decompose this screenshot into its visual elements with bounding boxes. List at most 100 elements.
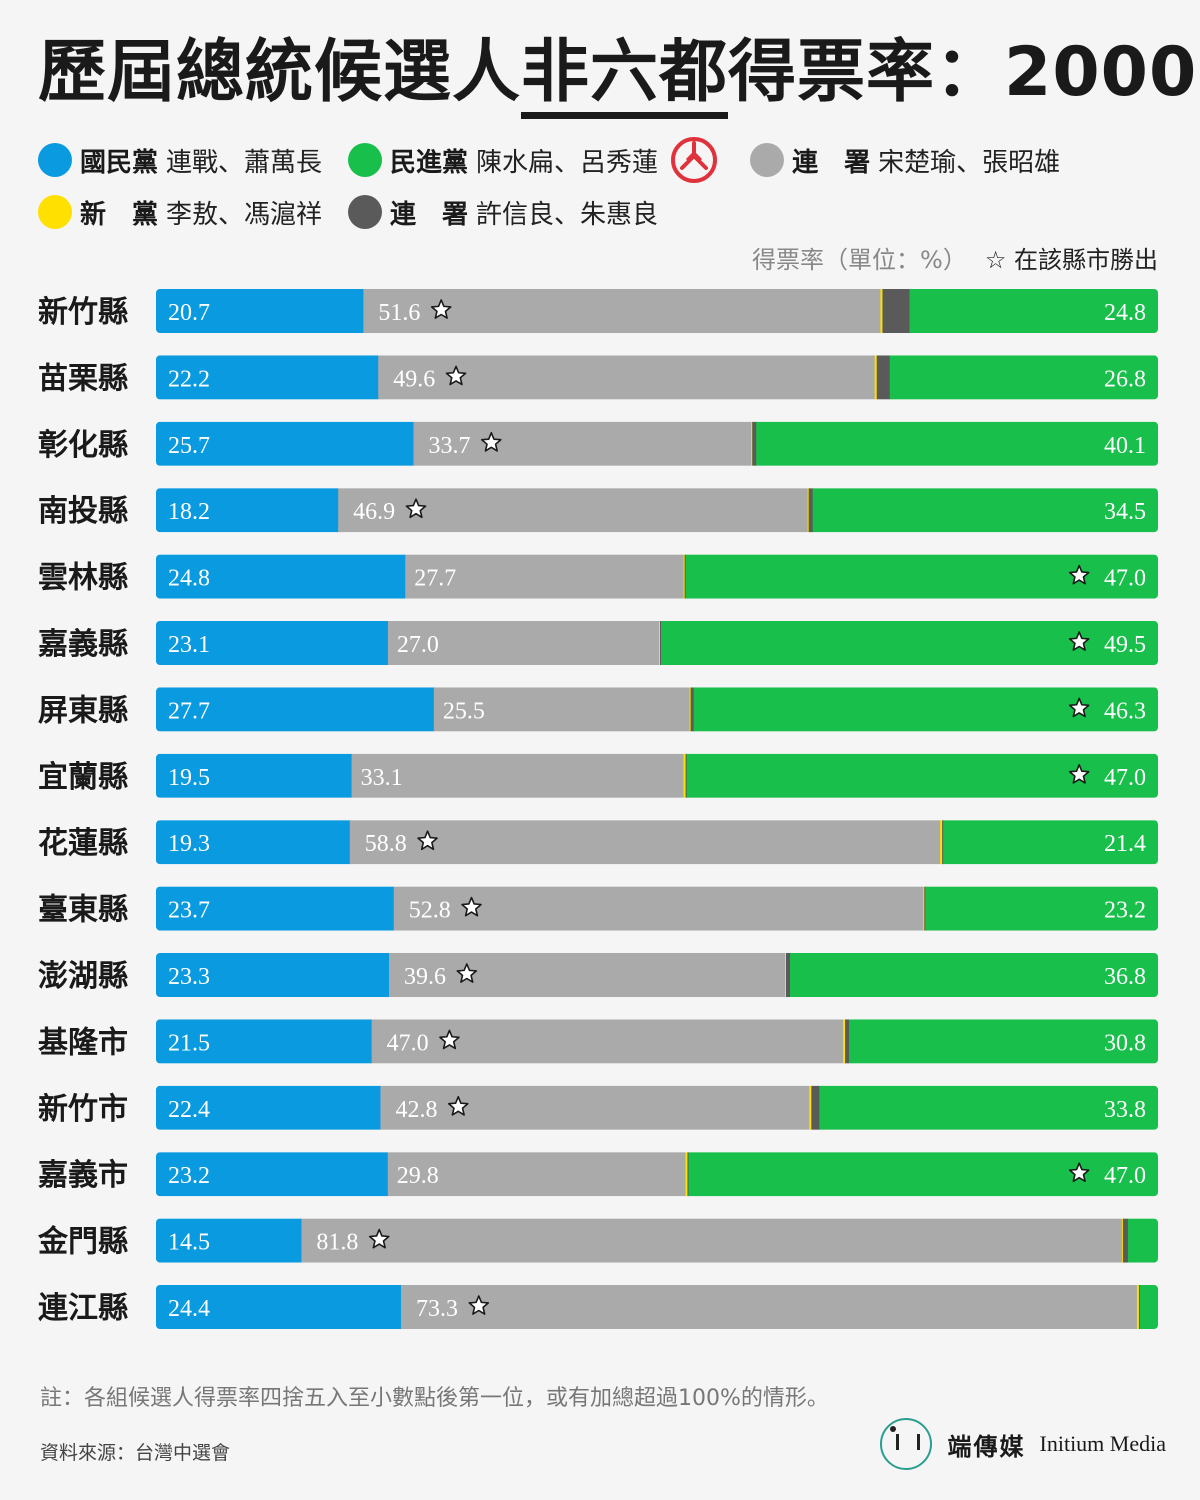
category-label: 新竹縣 <box>38 295 128 330</box>
bar-segment-np <box>751 421 753 466</box>
bar-segment-kmt <box>156 886 395 931</box>
category-label: 金門縣 <box>37 1225 128 1260</box>
legend-dot-kmt <box>38 143 72 177</box>
data-label-soong: 42.8 <box>395 1097 437 1123</box>
bar-segment-hsu <box>690 687 695 732</box>
brand-name-cn: 端傳媒 <box>947 1431 1026 1461</box>
data-label-kmt: 23.3 <box>168 964 210 990</box>
bar-segment-np <box>659 621 661 665</box>
star-icon <box>1068 1162 1090 1183</box>
data-label-kmt: 19.5 <box>168 765 210 791</box>
bar-segment-dpp <box>688 1152 1158 1197</box>
bar-row-5: 雲林縣 24.8 27.7 47.0 <box>38 554 1158 599</box>
star-icon <box>430 299 452 319</box>
bar-segment-soong <box>400 1285 1138 1329</box>
legend-candidates-kmt: 連戰、蕭萬長 <box>166 147 323 178</box>
data-label-dpp: 49.5 <box>1104 632 1146 658</box>
source-note: 資料來源：台灣中選會 <box>40 1442 231 1464</box>
data-label-soong: 29.8 <box>397 1163 439 1189</box>
bar-row-11: 澎湖縣 23.3 39.6 36.8 <box>38 953 1158 997</box>
bar-row-6: 嘉義縣 23.1 27.0 49.5 <box>38 621 1158 665</box>
star-icon <box>447 1096 469 1116</box>
bar-segment-hsu <box>752 421 757 466</box>
data-label-dpp: 36.8 <box>1104 964 1146 990</box>
bar-segment-kmt <box>156 554 406 599</box>
data-label-soong: 73.3 <box>416 1296 458 1322</box>
legend-party-soong: 連 署 <box>792 147 871 178</box>
legend-row-1: 國民黨 連戰、蕭萬長 民進黨 陳水扁、呂秀蓮 連 署 宋楚瑜、張昭雄 <box>38 137 1086 183</box>
bar-segment-kmt <box>156 1218 302 1263</box>
vote-stamp-icon <box>670 136 718 184</box>
data-label-soong: 27.7 <box>414 566 456 592</box>
page-title: 歷屆總統候選人非六都得票率：2000 <box>38 28 1198 119</box>
bar-segment-hsu <box>808 488 814 533</box>
brand: 端傳媒 Initium Media <box>879 1418 1166 1470</box>
bar-segment-np <box>923 886 925 931</box>
bar-segment-dpp <box>1127 1218 1158 1263</box>
legend-party-dpp: 民進黨 <box>390 147 469 178</box>
category-label: 宜蘭縣 <box>38 760 128 795</box>
data-label-kmt: 14.5 <box>168 1230 210 1256</box>
legend-item-dpp: 民進黨 陳水扁、呂秀蓮 <box>348 142 658 179</box>
star-icon <box>405 498 427 519</box>
bar-segment-soong <box>363 289 881 333</box>
category-label: 連江縣 <box>38 1291 128 1326</box>
data-label-dpp: 33.8 <box>1104 1097 1146 1123</box>
bar-segment-hsu <box>811 1085 820 1130</box>
bar-segment-kmt <box>156 1019 373 1064</box>
bar-segment-soong <box>405 554 685 599</box>
bar-segment-kmt <box>156 421 415 466</box>
bar-segment-np <box>809 1085 812 1130</box>
data-label-dpp: 21.4 <box>1104 831 1146 857</box>
bar-segment-kmt <box>156 1152 389 1197</box>
category-label: 澎湖縣 <box>38 959 128 994</box>
category-label: 基隆市 <box>38 1025 128 1060</box>
bar-segment-dpp <box>812 488 1158 533</box>
data-label-dpp: 23.2 <box>1104 898 1146 924</box>
unit-label: 得票率（單位：%） <box>752 246 967 274</box>
bar-segment-soong <box>387 1152 686 1197</box>
legend-item-hsu: 連 署 許信良、朱惠良 <box>348 194 658 231</box>
title-underlined: 非六都 <box>521 33 729 119</box>
data-label-dpp: 40.1 <box>1104 433 1146 459</box>
bar-segment-np <box>785 953 787 997</box>
legend-candidates-soong: 宋楚瑜、張昭雄 <box>878 147 1061 178</box>
star-icon <box>1068 564 1090 585</box>
bar-segment-dpp <box>693 687 1158 732</box>
bar-row-4: 南投縣 18.2 46.9 34.5 <box>38 488 1158 533</box>
data-label-kmt: 23.2 <box>168 1163 210 1189</box>
legend-item-kmt: 國民黨 連戰、蕭萬長 <box>38 142 322 179</box>
bar-row-3: 彰化縣 25.7 33.7 40.1 <box>38 421 1158 466</box>
bar-segment-hsu <box>685 753 688 798</box>
data-label-soong: 46.9 <box>353 499 395 525</box>
bar-row-1: 新竹縣 20.7 51.6 24.8 <box>38 289 1158 333</box>
bar-row-12: 基隆市 21.5 47.0 30.8 <box>38 1019 1158 1064</box>
bar-segment-soong <box>413 421 752 466</box>
data-label-kmt: 20.7 <box>168 300 210 326</box>
star-icon <box>368 1228 390 1249</box>
bar-segment-hsu <box>684 554 687 599</box>
bar-segment-np <box>874 355 878 400</box>
bar-segment-hsu <box>786 953 791 997</box>
data-label-soong: 33.1 <box>361 765 403 791</box>
bar-row-13: 新竹市 22.4 42.8 33.8 <box>38 1085 1158 1130</box>
bar-segment-np <box>843 1019 846 1064</box>
bar-row-15: 金門縣 14.5 81.8 <box>37 1218 1158 1263</box>
title-post: 得票率：2000 <box>728 33 1198 112</box>
bar-segment-soong <box>351 753 685 798</box>
title-pre: 歷屆總統候選人 <box>38 33 522 112</box>
bar-segment-dpp <box>909 289 1158 333</box>
data-label-dpp: 47.0 <box>1104 1163 1146 1189</box>
bar-segment-soong <box>393 886 924 931</box>
legend-dot-hsu <box>348 195 383 229</box>
data-label-kmt: 24.8 <box>168 566 210 592</box>
bar-segment-np <box>1136 1285 1140 1329</box>
bar-segment-kmt <box>156 753 353 798</box>
legend-party-kmt: 國民黨 <box>80 147 159 178</box>
bar-segment-np <box>940 820 943 865</box>
bar-segment-kmt <box>156 488 339 533</box>
data-label-dpp: 30.8 <box>1104 1030 1146 1056</box>
category-label: 南投縣 <box>38 494 128 529</box>
bar-segment-kmt <box>156 289 364 333</box>
bar-segment-hsu <box>687 1152 689 1197</box>
